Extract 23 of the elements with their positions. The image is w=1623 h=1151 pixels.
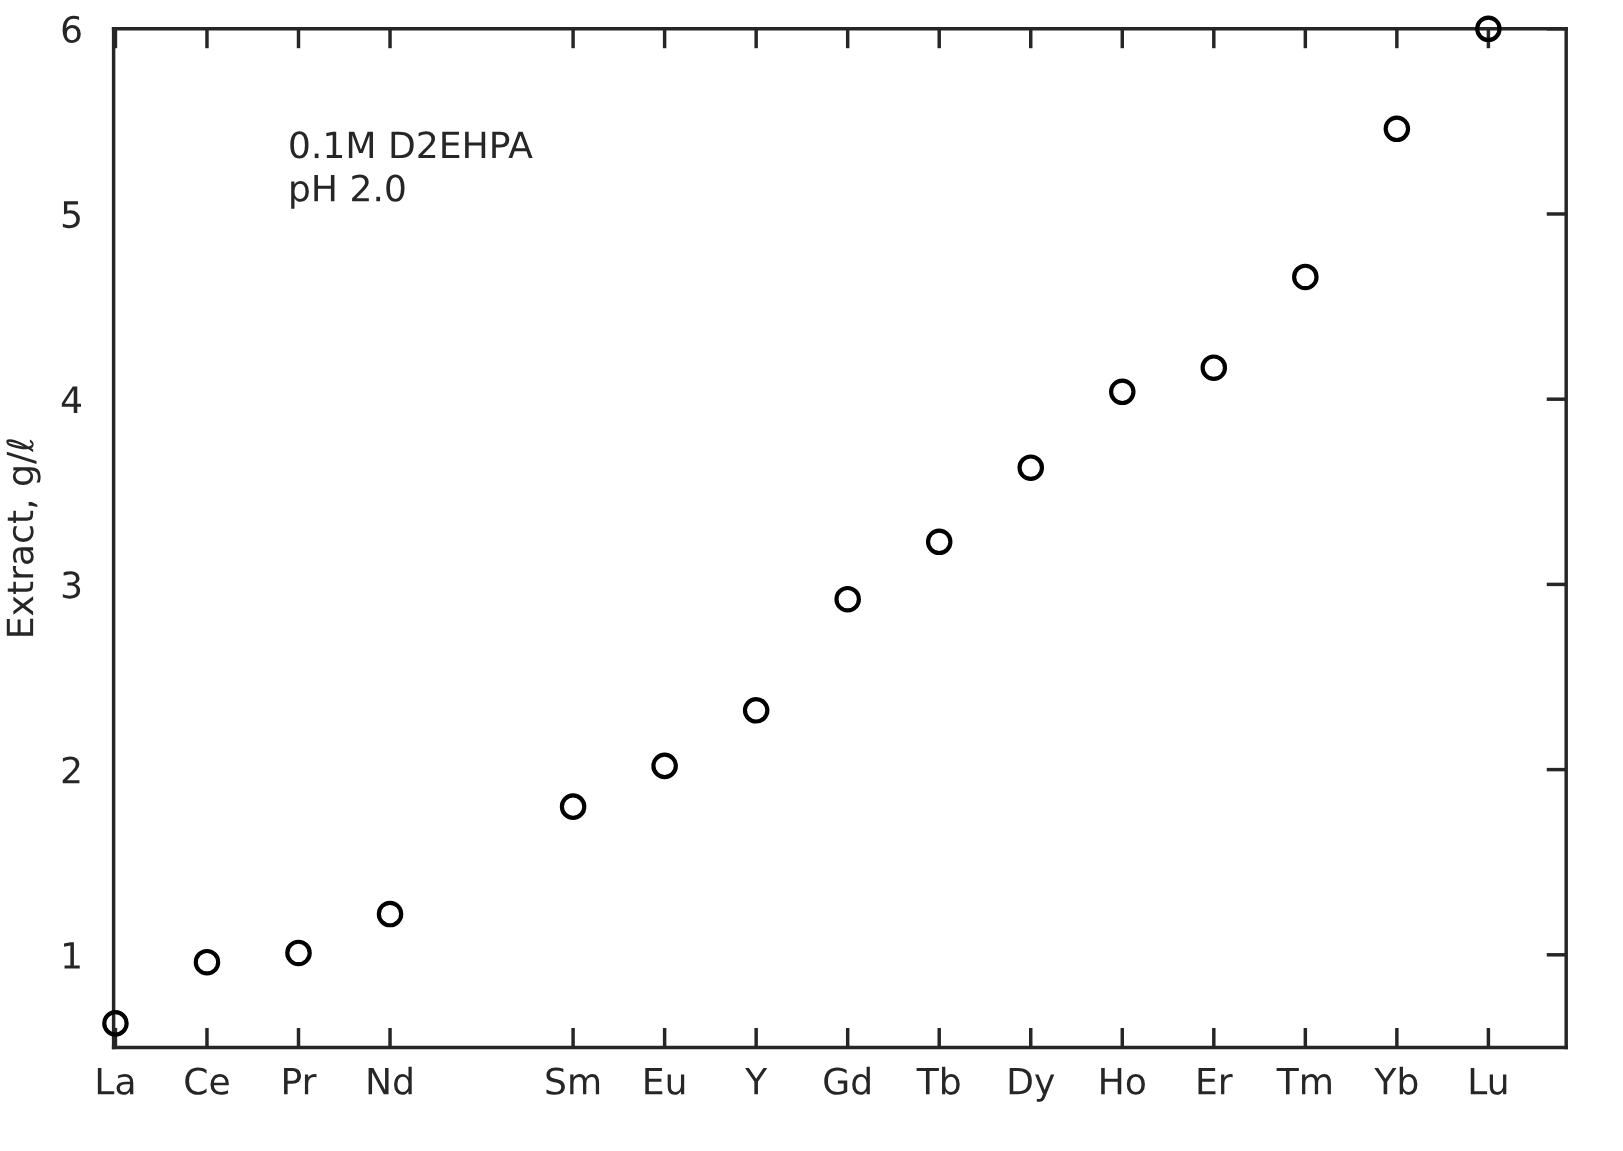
x-tick-label: Dy (1009, 1067, 1055, 1102)
y-tick-label: 4 (61, 386, 82, 413)
y-tick-label: 5 (62, 201, 80, 229)
x-tick-label: La (97, 1067, 134, 1095)
y-tick-label: 2 (62, 756, 80, 784)
x-tick-label: Tm (1276, 1067, 1331, 1095)
x-tick-label: Lu (1470, 1067, 1507, 1095)
y-axis-title: Extract, g/ℓ (6, 439, 41, 636)
x-tick-label: Pr (284, 1067, 317, 1095)
y-tick-label: 1 (64, 942, 80, 969)
annotation: 0.1M D2EHPA pH 2.0 (290, 131, 533, 209)
x-tick-label: Ce (185, 1067, 229, 1095)
x-tick-label: Yb (1374, 1066, 1418, 1095)
y-tick-label: 6 (62, 15, 81, 44)
x-tick-label: Tb (916, 1066, 960, 1095)
x-tick-label: Gd (824, 1066, 870, 1095)
x-tick-label: Eu (645, 1067, 685, 1095)
x-tick-label: Er (1198, 1067, 1233, 1095)
x-tick-label: Sm (546, 1067, 600, 1095)
y-tick-label: 3 (62, 571, 81, 599)
x-tick-label: Nd (368, 1066, 412, 1095)
x-tick-label: Y (745, 1067, 768, 1095)
x-tick-label: Ho (1101, 1067, 1145, 1095)
